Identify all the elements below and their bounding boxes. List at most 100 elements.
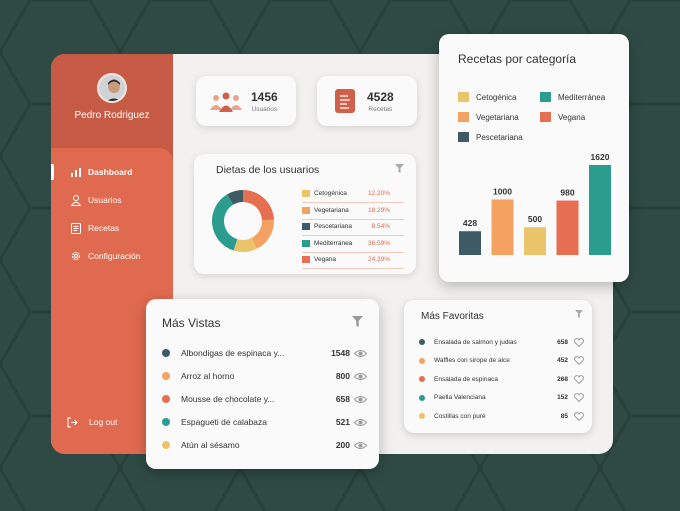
categories-bar-chart: 428 1000 500 980 1620 <box>459 152 611 255</box>
diet-legend-item: Vegana 24.39% <box>302 256 390 263</box>
document-icon <box>71 222 81 234</box>
users-stat-card[interactable]: 1456 Usuarios <box>196 76 296 126</box>
filter-icon[interactable] <box>395 164 404 173</box>
legend-swatch <box>458 112 469 122</box>
recipe-name: Ensalada de salmon y judias <box>434 338 517 346</box>
recipes-stat-card[interactable]: 4528 Recetas <box>317 76 417 126</box>
profile-panel: Pedro Rodriguez <box>51 54 173 148</box>
legend-swatch <box>302 223 310 230</box>
sidebar-item-recetas[interactable]: Recetas <box>71 220 119 236</box>
category-legend-item: Pescetariana <box>458 132 523 142</box>
bar <box>491 199 514 255</box>
category-name: Vegetariana <box>476 112 519 122</box>
legend-swatch <box>302 190 310 197</box>
heart-icon[interactable] <box>574 356 584 365</box>
eye-icon <box>354 372 367 380</box>
filter-icon[interactable] <box>575 310 583 318</box>
recipe-document-icon <box>335 89 355 113</box>
diet-percentage: 12.20% <box>367 190 390 197</box>
heart-icon[interactable] <box>574 374 584 384</box>
user-name: Pedro Rodriguez <box>74 110 150 121</box>
favorite-item[interactable]: Costillas con puré 85 <box>419 410 584 422</box>
most-viewed-item[interactable]: Atún al sésamo 200 <box>162 438 367 452</box>
legend-swatch <box>458 132 469 142</box>
category-legend-item: Cetogénica <box>458 92 516 102</box>
gear-icon <box>71 251 81 261</box>
legend-swatch <box>458 92 469 102</box>
favorite-item[interactable]: Ensalada de salmon y judias 658 <box>419 336 584 348</box>
legend-swatch <box>302 239 310 247</box>
diets-title: Dietas de los usuarios <box>216 164 320 176</box>
favorite-count: 268 <box>557 375 568 383</box>
bar <box>556 200 579 255</box>
recipe-name: Waffles con sirope de alce <box>434 357 510 364</box>
color-dot <box>419 413 425 419</box>
donut-slice <box>251 219 274 249</box>
filter-icon[interactable] <box>352 316 363 327</box>
sidebar-item-label: Recetas <box>88 223 120 233</box>
categories-card: Recetas por categoría Cetogénica Mediterr… <box>439 34 629 282</box>
color-dot <box>162 441 170 449</box>
bar-value-label: 428 <box>463 218 477 228</box>
sidebar-item-dashboard[interactable]: Dashboard <box>71 164 132 180</box>
bar <box>589 165 611 255</box>
bar-chart-icon <box>71 167 81 177</box>
bar-value-label: 500 <box>528 214 542 224</box>
favorites-title: Más Favoritas <box>421 311 484 322</box>
color-dot <box>419 376 425 382</box>
diet-percentage: 8.54% <box>371 223 390 230</box>
avatar[interactable] <box>97 73 127 103</box>
most-viewed-item[interactable]: Espagueti de calabaza 521 <box>162 415 367 429</box>
logout-button[interactable]: Log out <box>67 414 117 430</box>
favorites-card: Más Favoritas Ensalada de salmon y judia… <box>404 300 592 433</box>
categories-title: Recetas por categoría <box>458 52 577 66</box>
sidebar-item-label: Configuración <box>88 251 141 261</box>
category-name: Mediterránea <box>558 92 606 102</box>
recipe-name: Espagueti de calabaza <box>181 417 268 427</box>
sidebar-item-configuracion[interactable]: Configuración <box>71 248 140 264</box>
user-icon <box>71 194 81 206</box>
category-legend-item: Mediterránea <box>540 92 605 102</box>
favorite-item[interactable]: Ensalada de espinaca 268 <box>419 373 584 385</box>
bar-value-label: 980 <box>560 188 574 198</box>
heart-icon[interactable] <box>574 393 584 402</box>
most-viewed-item[interactable]: Arroz al horno 800 <box>162 369 367 383</box>
heart-icon[interactable] <box>574 337 584 347</box>
most-viewed-card: Más Vistas Albondigas de espinaca y... 15… <box>146 299 379 469</box>
recipe-name: Atún al sésamo <box>181 440 240 450</box>
heart-icon[interactable] <box>574 411 584 421</box>
sidebar-item-usuarios[interactable]: Usuarios <box>71 192 122 208</box>
color-dot <box>419 394 425 401</box>
diets-donut-chart <box>212 190 274 252</box>
logout-icon <box>67 417 78 427</box>
diet-name: Mediterránea <box>314 239 353 247</box>
category-name: Vegana <box>558 112 586 122</box>
legend-swatch <box>540 92 551 102</box>
eye-icon <box>354 349 367 357</box>
bar-value-label: 1620 <box>591 152 610 162</box>
recipe-name: Mousse de chocolate y... <box>181 394 275 404</box>
category-name: Cetogénica <box>476 92 517 102</box>
diets-card: Dietas de los usuarios Cetogénica 12.20% V… <box>194 154 416 274</box>
bar <box>524 227 546 255</box>
most-viewed-item[interactable]: Albondigas de espinaca y... 1548 <box>162 346 367 360</box>
color-dot <box>162 349 170 357</box>
divider <box>302 268 404 269</box>
recipe-name: Albondigas de espinaca y... <box>181 348 285 358</box>
divider <box>302 235 404 236</box>
diet-name: Vegetariana <box>314 206 349 214</box>
bar <box>459 231 481 255</box>
most-viewed-item[interactable]: Mousse de chocolate y... 658 <box>162 392 367 406</box>
diet-name: Vegana <box>314 256 337 263</box>
diet-percentage: 18.29% <box>367 206 390 214</box>
favorite-item[interactable]: Paella Valenciana 152 <box>419 392 584 404</box>
users-count: 1456 <box>251 89 278 104</box>
view-count: 800 <box>335 371 350 381</box>
eye-icon <box>354 418 367 426</box>
eye-icon <box>354 395 367 403</box>
recipes-label: Recetas <box>368 105 393 113</box>
logout-label: Log out <box>89 417 118 427</box>
recipe-name: Ensalada de espinaca <box>434 375 498 383</box>
favorite-item[interactable]: Waffles con sirope de alce 452 <box>419 355 584 367</box>
diet-legend-item: Pescetariana 8.54% <box>302 223 390 230</box>
